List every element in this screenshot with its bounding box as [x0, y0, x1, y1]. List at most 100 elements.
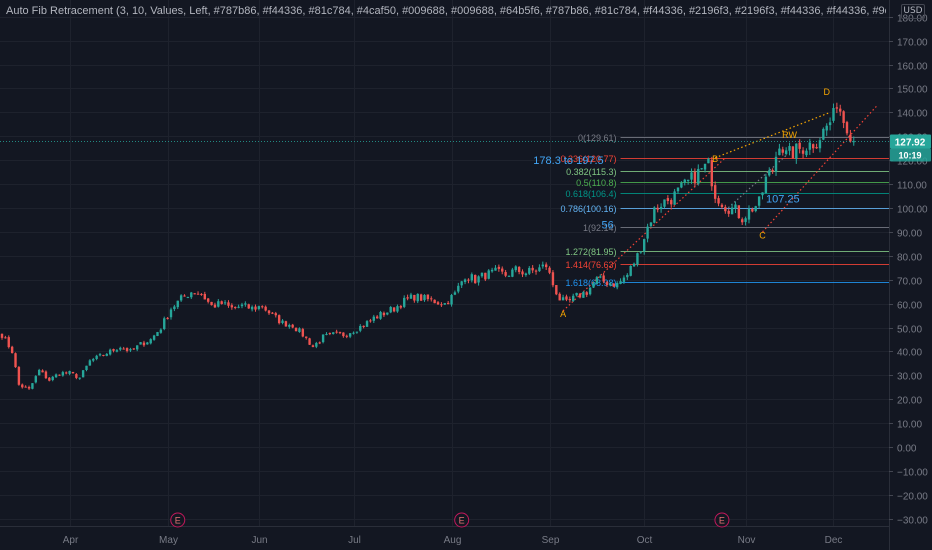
x-tick-label: Aug [444, 535, 462, 546]
candle-body [125, 348, 129, 351]
candle-body [480, 272, 484, 277]
candle-body [250, 306, 254, 310]
candle-body [605, 282, 609, 286]
earnings-marker [454, 512, 470, 528]
currency-badge[interactable]: USD [901, 4, 925, 19]
candle-body [521, 271, 524, 275]
x-tick-label: Oct [637, 535, 653, 546]
candle-body [119, 347, 122, 350]
candle-body [112, 349, 115, 351]
countdown-badge [890, 148, 931, 162]
candle-body [507, 275, 511, 277]
candle-body [44, 371, 48, 379]
candle-body [626, 274, 629, 278]
candle-body [210, 301, 213, 306]
y-tick-label: 30.00 [897, 372, 922, 383]
indicator-legend-title[interactable]: Auto Fib Retracement (3, 10, Values, Lef… [6, 5, 886, 17]
y-tick-label: 90.00 [897, 229, 922, 240]
candle-body [612, 283, 615, 287]
candle-body [808, 142, 812, 150]
candle-body [609, 283, 612, 286]
candle-body [440, 304, 443, 306]
candle-body [281, 320, 284, 324]
candle-body [768, 170, 771, 176]
candle-body [88, 360, 92, 366]
candle-body [585, 292, 588, 295]
candle-body [774, 156, 778, 172]
candle-body [703, 163, 707, 170]
candle-body [595, 277, 599, 284]
candle-body [173, 306, 176, 310]
wave-label: D [823, 87, 830, 97]
candle-body [646, 226, 649, 239]
candle-body [335, 331, 338, 333]
candle-body [791, 146, 795, 158]
fib-level-label: 0(129.61) [578, 133, 617, 143]
candle-body [433, 299, 436, 304]
candle-body [514, 266, 517, 271]
x-tick-label: May [159, 535, 178, 546]
candle-body [690, 172, 693, 180]
candle-body [578, 293, 582, 298]
candle-body [65, 372, 68, 374]
candle-body [676, 187, 680, 192]
y-tick-label: −10.00 [897, 468, 928, 479]
candle-body [751, 209, 754, 212]
wave-label: C [759, 230, 766, 240]
y-tick-label: 180.00 [897, 14, 928, 25]
candle-body [477, 276, 480, 283]
candle-body [737, 205, 741, 219]
wave-label: A [560, 309, 566, 319]
candle-body [149, 339, 152, 344]
candles [0, 102, 855, 390]
candle-body [795, 143, 798, 159]
candle-body [31, 383, 34, 389]
candle-body [17, 367, 21, 385]
candle-body [352, 332, 355, 334]
candle-body [122, 348, 125, 350]
candle-body [230, 305, 234, 308]
candle-body [416, 293, 419, 302]
y-tick-label: 160.00 [897, 62, 928, 73]
candle-body [673, 191, 676, 205]
candle-body [582, 292, 585, 298]
candle-body [693, 171, 697, 184]
candle-body [453, 292, 457, 295]
x-tick-label: Apr [63, 535, 79, 546]
x-tick-label: Jun [251, 535, 267, 546]
candle-body [98, 354, 102, 356]
candle-body [484, 272, 487, 280]
candle-body [670, 200, 673, 205]
candle-body [291, 324, 294, 328]
candle-body [163, 318, 166, 330]
candle-body [196, 293, 200, 295]
x-tick-label: Dec [825, 535, 843, 546]
candle-body [362, 325, 365, 327]
fib-level-label: 1(92.14) [583, 223, 617, 233]
candle-body [443, 303, 446, 305]
candle-body [734, 204, 737, 209]
candle-body [227, 302, 230, 306]
candle-body [683, 179, 686, 183]
candle-body [474, 274, 477, 284]
candle-body [108, 349, 112, 355]
candle-body [757, 196, 761, 206]
fib-level-label: 1.618(68.98) [565, 278, 616, 288]
candle-body [247, 304, 250, 309]
candle-body [95, 355, 98, 359]
candle-body [619, 281, 622, 284]
candle-body [467, 279, 470, 281]
candle-body [0, 333, 4, 338]
candle-body [423, 294, 426, 301]
candle-body [129, 349, 132, 351]
candle-body [801, 150, 805, 154]
candle-body [379, 311, 382, 319]
candle-body [818, 140, 822, 149]
time-axis[interactable]: Apr May Jun Jul Aug Sep Oct Nov Dec [63, 535, 843, 546]
candle-body [835, 107, 839, 109]
fib-level-label: 1.272(81.95) [565, 247, 616, 257]
candle-body [744, 218, 747, 222]
y-tick-label: 10.00 [897, 420, 922, 431]
